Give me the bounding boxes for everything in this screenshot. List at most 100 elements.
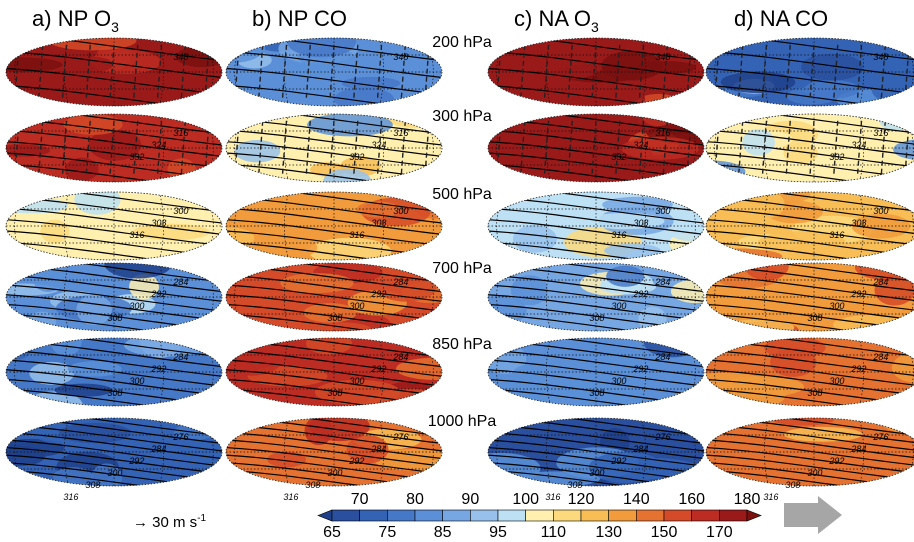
contour-label: 316: [129, 230, 144, 240]
colorbar-over-triangle: [746, 509, 762, 522]
map-panel: 284 292 300 308: [5, 262, 223, 332]
colorbar-tick-label: 100: [512, 491, 539, 508]
contour-label: 316: [873, 128, 888, 138]
contour-label: 308: [785, 480, 800, 490]
map-panel: 348: [487, 37, 705, 107]
colorbar-tick-label: 180: [734, 491, 761, 508]
contour-label: 284: [172, 277, 188, 287]
contour-label: 300: [129, 376, 144, 386]
map-panel: 284 292 300 308: [705, 262, 914, 332]
colorbar-tick-label: 90: [461, 491, 479, 508]
pressure-level-label: 700 hPa: [432, 260, 492, 277]
contour-label: 308: [151, 218, 166, 228]
contour-label: 276: [392, 432, 408, 442]
contour-label: 316: [545, 492, 560, 502]
contour-label: 284: [654, 352, 670, 362]
colorbar-tick-label: 150: [651, 524, 678, 541]
contour-label: 292: [632, 289, 648, 299]
colorbar-segment: [470, 509, 499, 522]
map-panel: 284 292 300 308: [705, 337, 914, 407]
map-panel: 316 324 332: [225, 113, 443, 183]
colorbar-tick-label: 170: [706, 524, 733, 541]
contour-label: 316: [349, 230, 364, 240]
contour-label: 316: [655, 128, 670, 138]
contour-label: 332: [349, 152, 364, 162]
contour-label: 300: [349, 376, 364, 386]
contour-label: 348: [173, 52, 188, 62]
colorbar-segment: [553, 509, 582, 522]
contour-label: 308: [633, 218, 648, 228]
contour-label: 308: [327, 313, 342, 323]
contour-label: 308: [567, 480, 582, 490]
contour-label: 332: [129, 152, 144, 162]
colorbar-tick-label: 75: [378, 524, 396, 541]
colorbar-segment: [636, 509, 665, 522]
colorbar: 65 70 75 80 85 90 95 10011012013014015016017018…: [317, 491, 762, 541]
contour-label: 284: [150, 444, 166, 454]
contour-label: 316: [829, 230, 844, 240]
colorbar-segment: [691, 509, 720, 522]
contour-label: 324: [633, 140, 648, 150]
contour-label: 284: [392, 352, 408, 362]
contour-label: 324: [371, 140, 386, 150]
contour-label: 324: [851, 140, 866, 150]
contour-label: 316: [763, 492, 778, 502]
contour-label: 300: [129, 301, 144, 311]
colorbar-segment: [663, 509, 692, 522]
contour-label: 316: [283, 492, 298, 502]
contour-label: 300: [589, 468, 604, 478]
map-panel: 300 308 316: [487, 191, 705, 261]
contour-label: 300: [107, 468, 122, 478]
map-panel: 276 284 292 300 308 316: [5, 417, 223, 502]
colorbar-segment: [359, 509, 388, 522]
pressure-level-label: 1000 hPa: [428, 413, 497, 430]
contour-label: 292: [850, 289, 866, 299]
pressure-level-label: 850 hPa: [432, 336, 492, 353]
colorbar-segment: [414, 509, 443, 522]
colorbar-tick-label: 85: [434, 524, 452, 541]
map-panel: 348: [705, 37, 914, 107]
contour-label: 300: [349, 301, 364, 311]
contour-label: 292: [370, 289, 386, 299]
contour-label: 316: [393, 128, 408, 138]
contour-label: 276: [872, 432, 888, 442]
colorbar-under-triangle: [317, 509, 333, 522]
colorbar-tick-label: 130: [595, 524, 622, 541]
colorbar-segment: [719, 509, 748, 522]
pressure-level-label: 200 hPa: [432, 34, 492, 51]
wind-reference: → 30 m s-1: [133, 513, 207, 531]
contour-label: 316: [611, 230, 626, 240]
contour-label: 308: [85, 480, 100, 490]
map-panel: 276 284 292 300 308 316: [705, 417, 914, 502]
contour-label: 276: [172, 432, 188, 442]
map-panel: 300 308 316: [225, 191, 443, 261]
map-panel: 284 292 300 308: [487, 337, 705, 407]
colorbar-segment: [497, 509, 526, 522]
colorbar-tick-label: 70: [351, 491, 369, 508]
contour-label: 308: [107, 388, 122, 398]
contour-label: 300: [611, 301, 626, 311]
colorbar-tick-label: 80: [406, 491, 424, 508]
contour-label: 292: [828, 456, 844, 466]
panel-titles: a) NP O3 b) NP CO c) NA O3 d) NA CO: [32, 6, 828, 35]
map-panel: 300 308 316: [5, 191, 223, 261]
map-panel: 284 292 300 308: [487, 262, 705, 332]
contour-label: 284: [654, 277, 670, 287]
colorbar-segment: [608, 509, 637, 522]
contour-label: 308: [305, 480, 320, 490]
contour-label: 300: [829, 376, 844, 386]
map-panel: 316 324 332: [5, 113, 223, 183]
contour-label: 332: [611, 152, 626, 162]
colorbar-segment: [442, 509, 471, 522]
contour-label: 292: [348, 456, 364, 466]
colorbar-segment: [580, 509, 609, 522]
contour-label: 292: [150, 364, 166, 374]
contour-label: 300: [873, 206, 888, 216]
contour-label: 276: [654, 432, 670, 442]
contour-label: 300: [327, 468, 342, 478]
contour-label: 292: [128, 456, 144, 466]
contour-label: 308: [589, 388, 604, 398]
contour-label: 308: [327, 388, 342, 398]
contour-label: 348: [873, 52, 888, 62]
contour-label: 284: [872, 277, 888, 287]
